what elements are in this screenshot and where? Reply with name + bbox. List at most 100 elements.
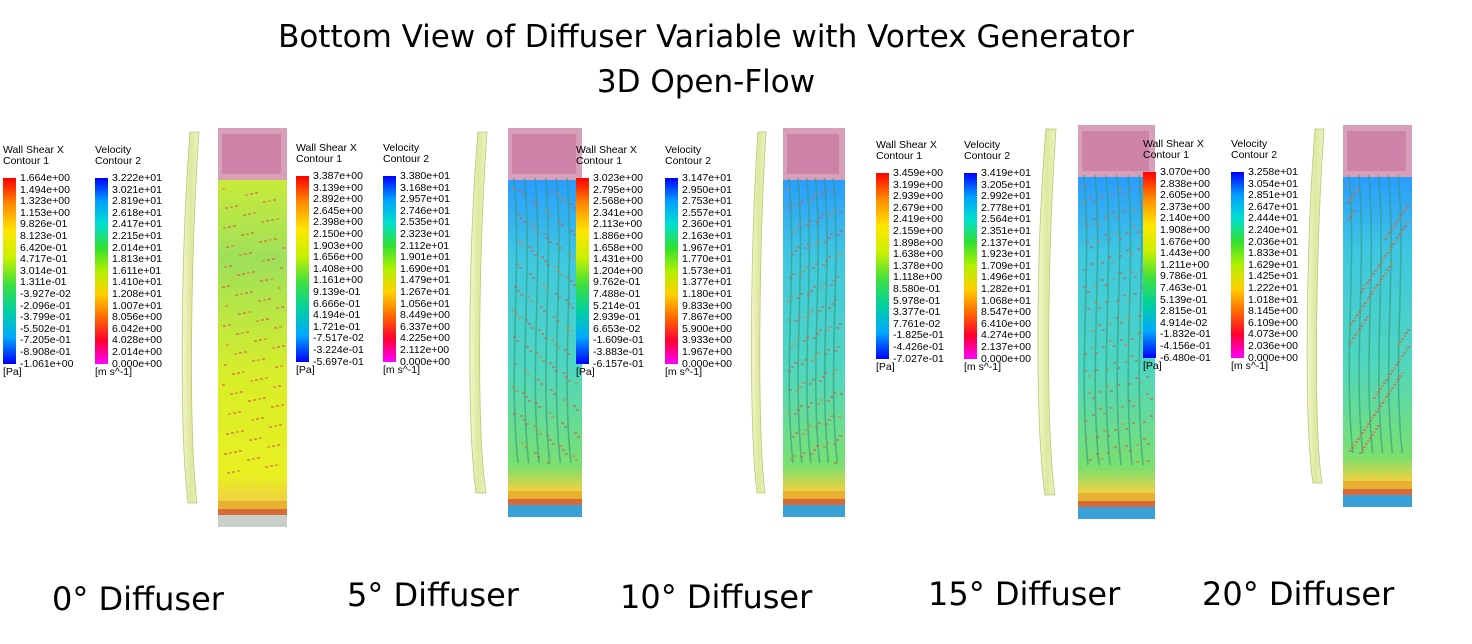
tick-label: 8.547e+00 <box>981 306 1031 319</box>
colorbar <box>95 178 108 364</box>
tick-label: 7.761e-02 <box>893 317 941 330</box>
tick-label: 1.770e+01 <box>682 253 732 266</box>
velocity-legend: Velocity Contour 2 3.147e+01 2.950e+01 2.753… <box>665 144 732 378</box>
unit-label: [m s^-1] <box>95 366 133 378</box>
tick-label: 3.147e+01 <box>682 172 732 184</box>
tick-label: 1.923e+01 <box>981 248 1031 261</box>
tick-label: 1.118e+00 <box>893 271 943 284</box>
unit-label: [m s^-1] <box>665 366 703 378</box>
tick-label: 1.721e-01 <box>313 320 361 333</box>
unit-label: [m s^-1] <box>964 361 1002 373</box>
tick-label: 9.139e-01 <box>313 286 361 298</box>
tick-label: -1.061e+00 <box>20 357 74 370</box>
caption-diffuser-10: 10° Diffuser <box>620 578 813 616</box>
tick-label: 3.459e+00 <box>893 167 943 179</box>
tick-label: 3.419e+01 <box>981 167 1031 179</box>
tick-label: 2.398e+00 <box>313 216 363 229</box>
tick-label: 8.449e+00 <box>400 309 450 322</box>
tick-label: -3.799e-01 <box>20 311 71 324</box>
cfd-render-diffuser-15 <box>1030 125 1155 525</box>
tick-label: 2.419e+00 <box>893 213 943 226</box>
tick-label: 6.410e+00 <box>981 317 1031 330</box>
tick-label: 2.535e+01 <box>400 216 450 229</box>
tick-label: 1.408e+00 <box>313 262 363 275</box>
tick-label: 1.638e+00 <box>893 248 943 261</box>
legend-title: Velocity <box>95 144 132 156</box>
wall-shear-legend: Wall Shear X Contour 1 3.070e+00 2.838e+00 2… <box>1143 138 1211 372</box>
tick-label: 2.957e+01 <box>400 193 450 206</box>
tick-label: 1.629e+01 <box>1248 258 1298 271</box>
tick-label: 3.054e+01 <box>1248 177 1298 190</box>
tick-label: 1.431e+00 <box>593 253 643 266</box>
unit-label: [m s^-1] <box>383 364 421 376</box>
tick-label: 2.341e+00 <box>593 206 643 219</box>
unit-label: [m s^-1] <box>1231 360 1269 372</box>
tick-label: -6.157e-01 <box>593 357 644 370</box>
tick-label: 1.153e+00 <box>20 206 70 219</box>
tick-label: 0.000e+00 <box>1248 351 1298 364</box>
tick-label: 0.000e+00 <box>400 355 450 368</box>
tick-label: 2.605e+00 <box>1160 189 1210 202</box>
tick-label: 4.717e-01 <box>20 253 68 266</box>
tick-label: 3.387e+00 <box>313 170 363 182</box>
tick-label: 1.813e+01 <box>112 253 162 266</box>
colorbar <box>383 176 396 362</box>
velocity-legend: Velocity Contour 2 3.258e+01 3.054e+01 2.851… <box>1231 139 1298 372</box>
tick-label: -3.927e-02 <box>20 288 71 300</box>
tick-label: 2.838e+00 <box>1160 177 1210 190</box>
tick-label: 6.109e+00 <box>1248 316 1298 329</box>
tick-label: 3.199e+00 <box>893 178 943 191</box>
tick-label: 1.611e+01 <box>112 264 162 277</box>
velocity-legend: Velocity Contour 2 3.222e+01 3.021e+01 2.819… <box>95 144 162 378</box>
wall-shear-legend: Wall Shear X Contour 1 1.664e+00 1.494e+00 1… <box>3 145 73 378</box>
colorbar <box>3 178 16 364</box>
tick-label: 2.240e+01 <box>1248 224 1298 236</box>
tick-label: 4.225e+00 <box>400 332 450 345</box>
tick-label: 3.168e+01 <box>400 181 450 194</box>
tick-label: 2.618e+01 <box>112 206 162 219</box>
cfd-render-diffuser-0 <box>175 128 287 533</box>
tick-label: 1.967e+00 <box>682 346 732 358</box>
tick-label: 1.967e+01 <box>682 241 732 254</box>
tick-label: -1.832e-01 <box>1160 328 1211 341</box>
tick-label: 1.676e+00 <box>1160 235 1210 248</box>
tick-label: 2.137e+00 <box>981 341 1031 353</box>
tick-label: 1.443e+00 <box>1160 247 1210 260</box>
tick-label: 1.323e+00 <box>20 195 70 208</box>
tick-label: 4.073e+00 <box>1248 328 1298 341</box>
legend-title: Velocity <box>964 139 1001 151</box>
tick-label: 2.360e+01 <box>682 218 732 231</box>
figure-subtitle: 3D Open-Flow <box>596 64 816 100</box>
legend-title: Velocity <box>665 144 702 156</box>
legend-subtitle: Contour 2 <box>383 153 430 165</box>
tick-label: 2.557e+01 <box>682 206 732 219</box>
tick-label: 4.194e-01 <box>313 309 361 322</box>
tick-label: -5.502e-01 <box>20 322 71 335</box>
tick-label: 1.833e+01 <box>1248 247 1298 260</box>
tick-label: -5.697e-01 <box>313 355 364 368</box>
tick-label: 2.795e+00 <box>593 183 643 196</box>
colorbar <box>296 176 309 362</box>
tick-label: -1.825e-01 <box>893 329 944 342</box>
tick-label: 2.950e+01 <box>682 183 732 196</box>
wall-shear-legend: Wall Shear X Contour 1 3.023e+00 2.795e+00 2… <box>576 145 644 378</box>
tick-label: -2.096e-01 <box>20 299 71 312</box>
tick-label: 6.653e-02 <box>593 322 641 335</box>
tick-label: 6.042e+00 <box>112 322 162 335</box>
legend-subtitle: Contour 1 <box>576 155 623 167</box>
tick-label: 5.978e-01 <box>893 294 941 307</box>
tick-label: 2.323e+01 <box>400 228 450 240</box>
tick-label: 2.939e+00 <box>893 190 943 203</box>
tick-label: 8.056e+00 <box>112 311 162 324</box>
tick-label: 1.690e+01 <box>400 262 450 275</box>
tick-label: 1.901e+01 <box>400 251 450 264</box>
tick-label: 9.826e-01 <box>20 218 68 231</box>
tick-label: 1.180e+01 <box>682 288 732 300</box>
legend-title: Wall Shear X <box>1143 138 1204 150</box>
tick-label: 2.851e+01 <box>1248 189 1298 202</box>
legend-subtitle: Contour 2 <box>95 155 142 167</box>
tick-label: 2.746e+01 <box>400 204 450 217</box>
tick-label: 2.753e+01 <box>682 195 732 208</box>
legend-subtitle: Contour 2 <box>665 155 712 167</box>
unit-label: [Pa] <box>576 366 595 378</box>
